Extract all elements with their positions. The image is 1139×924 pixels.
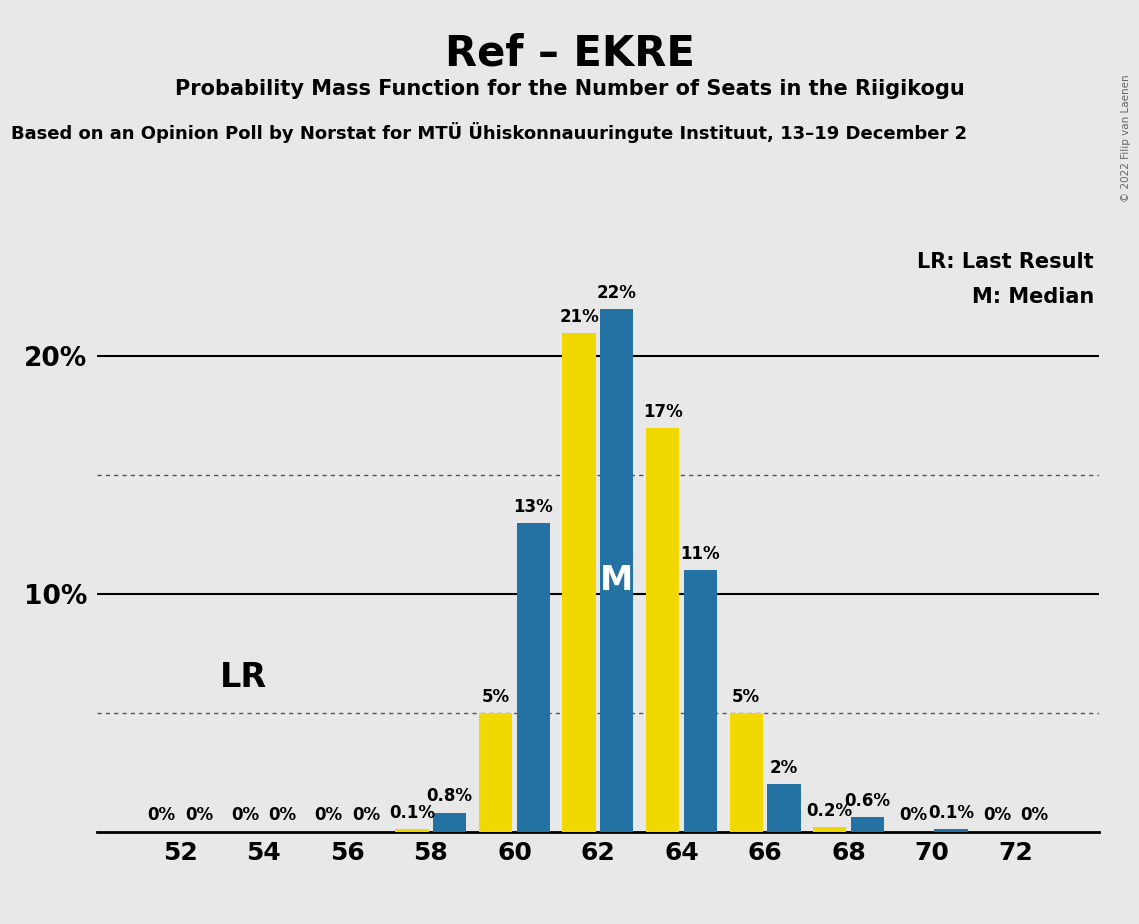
Bar [646,428,680,832]
Text: 13%: 13% [514,498,554,516]
Text: 21%: 21% [559,308,599,325]
Text: M: M [600,565,633,597]
Text: © 2022 Filip van Laenen: © 2022 Filip van Laenen [1121,74,1131,201]
Text: Probability Mass Function for the Number of Seats in the Riigikogu: Probability Mass Function for the Number… [174,79,965,99]
Bar [683,570,718,832]
Bar [563,333,596,832]
Bar [813,827,846,832]
Bar [768,784,801,832]
Text: 0%: 0% [185,807,213,824]
Bar [433,812,467,832]
Text: 0%: 0% [314,807,343,824]
Text: 17%: 17% [642,403,682,420]
Bar [851,818,884,832]
Text: Ref – EKRE: Ref – EKRE [444,32,695,74]
Bar [600,309,633,832]
Text: 0.1%: 0.1% [928,804,974,822]
Text: 0%: 0% [899,807,927,824]
Text: 0.6%: 0.6% [844,792,891,810]
Text: 0%: 0% [1021,807,1049,824]
Text: 0%: 0% [231,807,260,824]
Text: 0%: 0% [983,807,1011,824]
Text: 11%: 11% [680,545,720,563]
Bar [730,712,763,832]
Bar [517,523,550,832]
Text: 0.1%: 0.1% [390,804,435,822]
Bar [395,829,429,832]
Text: 22%: 22% [597,284,637,302]
Bar [934,829,968,832]
Bar [480,712,513,832]
Text: M: Median: M: Median [972,287,1095,308]
Text: 0%: 0% [269,807,297,824]
Text: 0.8%: 0.8% [427,787,473,806]
Text: 0.2%: 0.2% [806,802,853,820]
Text: 5%: 5% [482,687,510,706]
Text: Based on an Opinion Poll by Norstat for MTÜ Ühiskonnauuringute Instituut, 13–19 : Based on an Opinion Poll by Norstat for … [11,122,967,143]
Text: 5%: 5% [732,687,761,706]
Text: 0%: 0% [352,807,380,824]
Text: LR: LR [220,661,267,694]
Text: 2%: 2% [770,759,798,777]
Text: 0%: 0% [147,807,175,824]
Text: LR: Last Result: LR: Last Result [918,252,1095,273]
